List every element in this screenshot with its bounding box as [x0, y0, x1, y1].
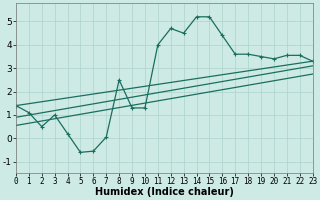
- X-axis label: Humidex (Indice chaleur): Humidex (Indice chaleur): [95, 187, 234, 197]
